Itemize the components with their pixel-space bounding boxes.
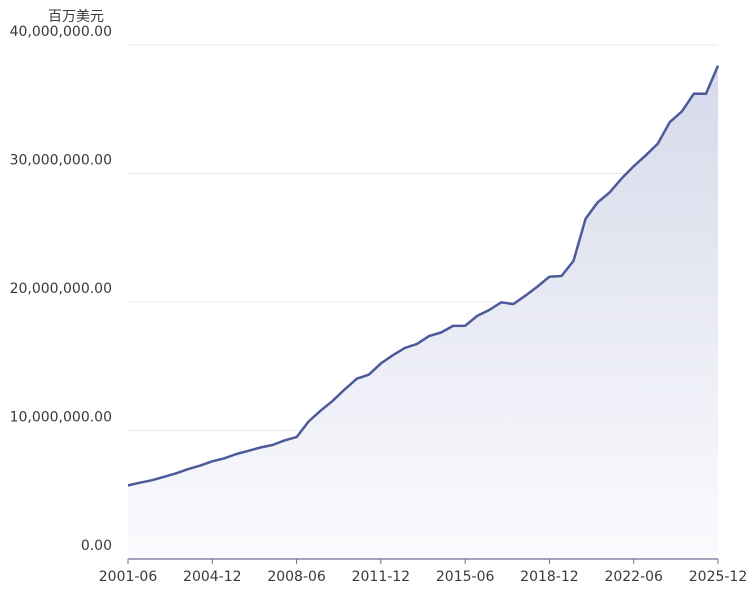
x-tick-label: 2022-06: [604, 569, 663, 585]
line: [127, 65, 720, 487]
y-tick-label: 40,000,000.00: [10, 24, 112, 40]
x-tick-label: 2015-06: [436, 569, 495, 585]
x-tick-label: 2004-12: [183, 569, 242, 585]
x-tick-label: 2011-12: [352, 569, 411, 585]
x-tick-label: 2025-12: [689, 569, 748, 585]
x-tick-label: 2008-06: [267, 569, 326, 585]
x-tick-label: 2001-06: [99, 569, 158, 585]
area: [128, 65, 718, 559]
x-tick-label: 2018-12: [520, 569, 579, 585]
y-tick-label: 30,000,000.00: [10, 153, 112, 169]
y-tick-label: 0.00: [81, 538, 112, 554]
y-unit: 百万美元: [48, 9, 104, 25]
y-tick-label: 20,000,000.00: [10, 281, 112, 297]
y-tick-label: 10,000,000.00: [10, 410, 112, 426]
